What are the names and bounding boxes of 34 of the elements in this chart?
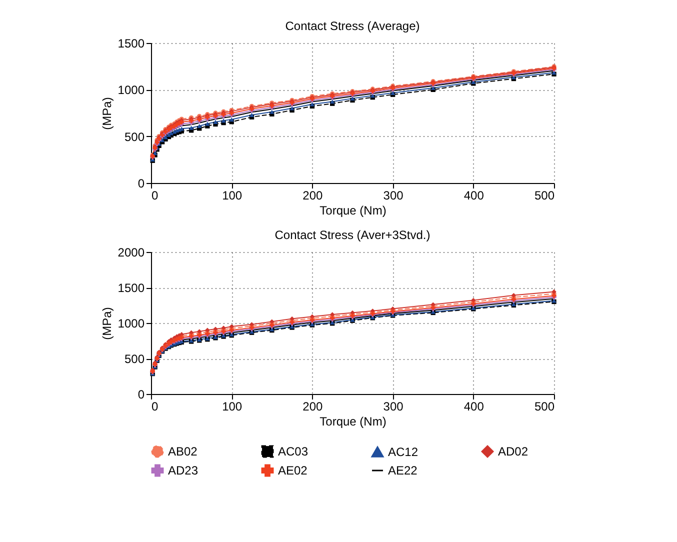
y-tick-label: 500 <box>124 130 145 144</box>
y-tick-label: 0 <box>138 388 145 402</box>
x-tick-label: 400 <box>464 400 484 414</box>
x-tick-label: 300 <box>383 400 404 414</box>
y-tick-label: 1500 <box>118 36 145 50</box>
x-tick-label: 100 <box>222 188 242 202</box>
legend-label: AD02 <box>498 444 528 459</box>
legend-label: AB02 <box>168 444 198 459</box>
y-tick-label: 1000 <box>118 83 145 98</box>
legend-label: AC12 <box>388 444 418 459</box>
x-tick-label: 100 <box>222 400 242 414</box>
x-tick-label: 0 <box>152 188 158 202</box>
chart-title: Contact Stress (Aver+3Stvd.) <box>274 228 430 242</box>
x-axis-title: Torque (Nm) <box>320 414 386 428</box>
x-axis-title: Torque (Nm) <box>320 204 386 218</box>
y-tick-label: 0 <box>138 176 145 190</box>
legend-label: AE02 <box>278 464 308 478</box>
legend-label: AD23 <box>168 464 198 478</box>
chart-title: Contact Stress (Average) <box>285 19 420 33</box>
x-tick-label: 200 <box>302 400 324 414</box>
x-tick-label: 200 <box>302 188 324 202</box>
y-tick-label: 1000 <box>118 316 145 330</box>
x-tick-label: 400 <box>464 188 484 202</box>
legend-label: AC03 <box>278 444 308 459</box>
y-tick-label: 2000 <box>118 246 145 260</box>
y-axis-title: (MPa) <box>100 97 114 130</box>
x-tick-label: 500 <box>534 188 555 202</box>
y-tick-label: 500 <box>124 352 145 366</box>
x-tick-label: 0 <box>152 400 158 414</box>
x-tick-label: 300 <box>383 188 404 202</box>
x-tick-label: 500 <box>534 400 555 414</box>
y-tick-label: 1500 <box>118 281 145 295</box>
y-axis-title: (MPa) <box>100 307 114 340</box>
legend-label: AE22 <box>388 464 418 478</box>
